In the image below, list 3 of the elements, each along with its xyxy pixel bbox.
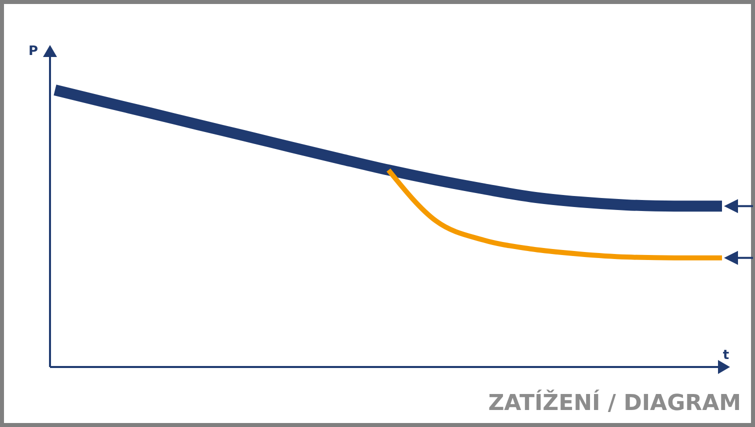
text: ZATÍŽENÍ / DIAGRAM (488, 389, 741, 416)
x-axis-title: t (722, 348, 730, 363)
y-axis-title: P (28, 44, 38, 59)
